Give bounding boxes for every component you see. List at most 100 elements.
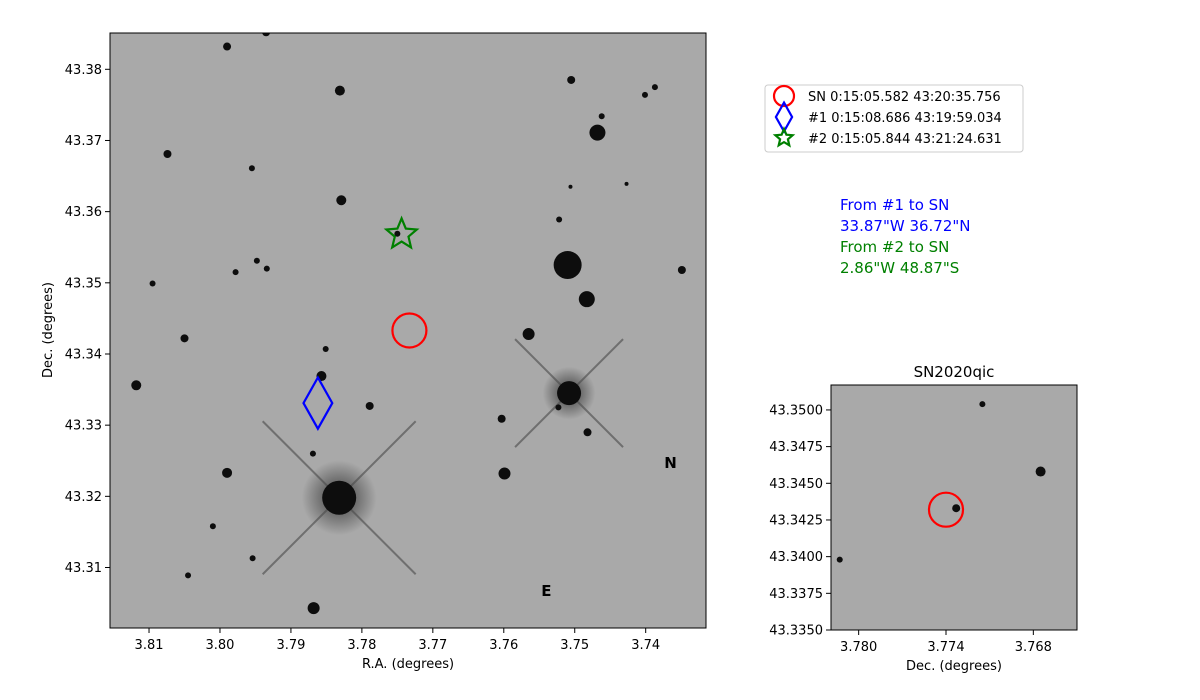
star (589, 124, 606, 141)
x-tick-label: 3.76 (489, 638, 518, 653)
legend-marker-circle (772, 84, 796, 108)
star (497, 414, 506, 423)
main-x-axis-label: R.A. (degrees) (362, 657, 454, 672)
star (641, 91, 648, 98)
zoom-sky-sources (836, 401, 1046, 563)
star (185, 572, 192, 579)
star (677, 266, 686, 275)
star (253, 257, 260, 264)
x-tick-label: 3.80 (205, 638, 234, 653)
offset-line: 2.86"W 48.87"S (840, 259, 959, 277)
x-tick-label: 3.75 (560, 638, 589, 653)
zoom-markers (927, 491, 965, 528)
y-tick-label: 43.32 (65, 490, 102, 505)
zoom-sn-circle-marker (927, 491, 965, 528)
star (336, 195, 347, 206)
x-tick-label: 3.780 (840, 640, 877, 655)
y-tick-label: 43.36 (65, 205, 102, 220)
main-frame (109, 32, 707, 629)
star (651, 84, 658, 91)
star (979, 401, 986, 408)
x-tick-label: 3.79 (276, 638, 305, 653)
star (263, 265, 270, 272)
star (553, 251, 582, 280)
main-markers (302, 215, 428, 431)
star (522, 328, 535, 341)
star (578, 291, 595, 308)
offset-line: From #2 to SN (840, 238, 949, 256)
y-tick-label: 43.33 (65, 419, 102, 434)
star (180, 334, 189, 343)
x-tick-label: 3.77 (418, 638, 447, 653)
star (556, 216, 563, 223)
x-tick-label: 3.81 (135, 638, 164, 653)
compass-annotations: NE (541, 454, 677, 600)
x-tick-label: 3.78 (347, 638, 376, 653)
y-tick-label: 43.3475 (769, 440, 823, 455)
star (309, 450, 316, 457)
star (222, 467, 233, 478)
star (555, 404, 562, 411)
star (583, 428, 592, 437)
y-tick-label: 43.3400 (769, 550, 823, 565)
y-tick-label: 43.37 (65, 134, 102, 149)
legend-label: #2 0:15:05.844 43:21:24.631 (808, 132, 1002, 147)
x-tick-label: 3.768 (1015, 640, 1052, 655)
zoom-sky-panel: SN2020qic 3.780 3.774 3.768 43.3350 43.3375… (769, 363, 1078, 674)
star (232, 269, 239, 276)
compass-label-e: E (541, 582, 551, 600)
star (394, 230, 401, 237)
main-sky-panel: 3.81 3.80 3.79 3.78 3.77 3.76 3.75 3.74 43.3143… (41, 32, 707, 672)
ref1-diamond-marker (302, 375, 334, 431)
offset-text-block: From #1 to SN 33.87"W 36.72"N From #2 to S… (840, 196, 971, 277)
x-tick-label: 3.74 (631, 638, 660, 653)
legend-label: #1 0:15:08.686 43:19:59.034 (808, 111, 1002, 126)
legend: SN 0:15:05.582 43:20:35.756 #1 0:15:08.68… (764, 84, 1024, 153)
y-tick-label: 43.3375 (769, 587, 823, 602)
star (149, 280, 156, 287)
y-tick-label: 43.31 (65, 561, 102, 576)
main-sky-image (110, 33, 706, 628)
offset-line: From #1 to SN (840, 196, 949, 214)
star (322, 346, 329, 353)
legend-box (764, 84, 1024, 153)
star (952, 504, 961, 513)
main-x-ticks: 3.81 3.80 3.79 3.78 3.77 3.76 3.75 3.74 (135, 628, 660, 653)
main-sky-sources (131, 33, 686, 615)
star (322, 480, 357, 515)
zoom-x-ticks: 3.780 3.774 3.768 (840, 630, 1052, 655)
zoom-frame (830, 384, 1078, 631)
zoom-title: SN2020qic (914, 363, 995, 381)
star (307, 602, 320, 615)
y-tick-label: 43.34 (65, 347, 102, 362)
star (262, 33, 271, 37)
legend-label: SN 0:15:05.582 43:20:35.756 (808, 90, 1001, 105)
offset-line: 33.87"W 36.72"N (840, 217, 971, 235)
zoom-y-ticks: 43.3350 43.3375 43.3400 43.3425 43.3450 43.34… (769, 403, 831, 639)
y-tick-label: 43.3450 (769, 477, 823, 492)
star (567, 75, 576, 84)
main-y-ticks: 43.31 43.32 43.33 43.34 43.35 43.36 43.37 43.38 (65, 63, 110, 576)
star (249, 555, 256, 562)
star (334, 85, 345, 96)
legend-marker-star (772, 126, 796, 148)
star (498, 467, 511, 480)
star (248, 165, 255, 172)
star (568, 184, 573, 189)
star (131, 380, 142, 391)
y-tick-label: 43.3425 (769, 513, 823, 528)
y-tick-label: 43.35 (65, 276, 102, 291)
compass-label-n: N (664, 454, 677, 472)
sn-circle-marker (391, 312, 428, 349)
star (223, 42, 232, 51)
star (163, 149, 172, 158)
star (624, 181, 629, 186)
zoom-x-axis-label: Dec. (degrees) (906, 659, 1002, 674)
star (598, 113, 605, 120)
y-tick-label: 43.38 (65, 63, 102, 78)
y-tick-label: 43.3500 (769, 403, 823, 418)
y-tick-label: 43.3350 (769, 624, 823, 639)
star (557, 381, 582, 406)
star (836, 556, 843, 563)
